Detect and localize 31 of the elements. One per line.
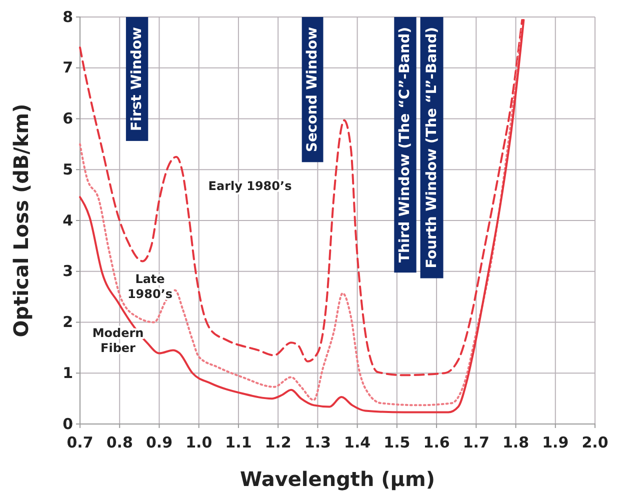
band-label: Third Window (The “C”-Band) <box>397 27 414 263</box>
y-tick-label: 8 <box>62 8 73 26</box>
x-tick-label: 1.5 <box>384 434 410 452</box>
x-tick-label: 1.1 <box>225 434 252 452</box>
x-tick-label: 1.0 <box>186 434 212 452</box>
x-tick-label: 1.3 <box>304 434 331 452</box>
x-tick-label: 0.8 <box>106 434 133 452</box>
x-tick-label: 1.8 <box>502 434 530 452</box>
band-label: First Window <box>129 26 146 131</box>
band-label: Second Window <box>304 26 321 152</box>
y-tick-label: 2 <box>62 313 73 332</box>
band-label: Fourth Window (The “L”-Band) <box>424 27 440 268</box>
y-tick-label: 1 <box>62 364 73 382</box>
series-label: Early 1980’s <box>208 179 292 193</box>
y-tick-label: 6 <box>62 110 73 128</box>
y-tick-label: 0 <box>62 414 73 433</box>
x-tick-label: 0.9 <box>146 434 173 452</box>
x-tick-label: 1.2 <box>264 434 292 452</box>
y-tick-label: 4 <box>62 211 73 230</box>
y-tick-label: 5 <box>62 160 73 178</box>
y-tick-label: 3 <box>62 262 73 280</box>
x-tick-label: 1.7 <box>462 434 490 452</box>
y-axis-title: Optical Loss (dB/km) <box>9 104 33 338</box>
x-tick-label: 1.6 <box>423 434 450 452</box>
x-axis-title: Wavelength (μm) <box>240 467 436 491</box>
x-tick-label: 0.7 <box>66 434 94 452</box>
x-tick-label: 1.9 <box>542 434 569 452</box>
series-label: Late 1980’s <box>127 272 173 301</box>
x-tick-label: 2.0 <box>582 434 608 452</box>
y-tick-label: 7 <box>62 58 73 77</box>
x-tick-label: 1.4 <box>344 434 371 452</box>
